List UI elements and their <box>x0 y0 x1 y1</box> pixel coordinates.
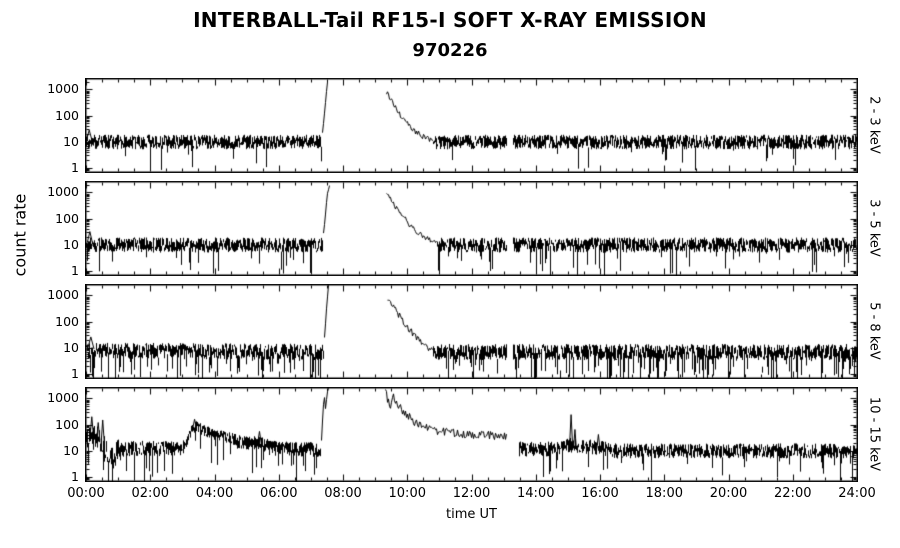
x-tick-label: 02:00 <box>131 486 169 501</box>
y-tick-label: 100 <box>55 107 79 123</box>
y-tick-label: 100 <box>55 416 79 432</box>
y-tick-label: 1000 <box>47 81 79 97</box>
trace-canvas <box>85 78 858 173</box>
y-tick-label: 10 <box>63 339 79 355</box>
x-axis-title: time UT <box>446 507 497 522</box>
energy-band-label: 5 - 8 keV <box>866 302 882 360</box>
y-tick-label: 1 <box>71 365 79 381</box>
x-tick-label: 14:00 <box>517 486 555 501</box>
x-tick-label: 22:00 <box>774 486 812 501</box>
x-tick-label: 18:00 <box>645 486 683 501</box>
trace-canvas <box>85 284 858 379</box>
x-tick-label: 12:00 <box>452 486 491 501</box>
panel-2-3-kev <box>85 78 858 173</box>
y-tick-label: 1000 <box>47 287 79 303</box>
trace-canvas <box>85 387 858 482</box>
x-tick-label: 08:00 <box>324 486 362 501</box>
energy-band-label: 10 - 15 keV <box>866 396 882 472</box>
y-tick-label: 10 <box>63 133 79 149</box>
panel-5-8-kev <box>85 284 858 379</box>
trace-canvas <box>85 181 858 276</box>
panel-10-15-kev <box>85 387 858 482</box>
plot-title: INTERBALL-Tail RF15-I SOFT X-RAY EMISSIO… <box>193 8 707 32</box>
energy-band-label: 3 - 5 keV <box>866 199 882 257</box>
y-tick-label: 1 <box>71 159 79 175</box>
y-tick-label: 10 <box>63 236 79 252</box>
y-tick-label: 100 <box>55 210 79 226</box>
x-tick-label: 00:00 <box>67 486 105 501</box>
y-tick-label: 1 <box>71 468 79 484</box>
y-tick-label: 1000 <box>47 390 79 406</box>
energy-band-label: 2 - 3 keV <box>866 96 882 154</box>
x-tick-label: 20:00 <box>709 486 748 501</box>
panel-3-5-kev <box>85 181 858 276</box>
y-axis-title: count rate <box>10 193 30 277</box>
x-tick-label: 10:00 <box>388 486 426 501</box>
y-tick-label: 10 <box>63 442 79 458</box>
y-tick-label: 1 <box>71 262 79 278</box>
x-tick-label: 06:00 <box>260 486 298 501</box>
plot-date: 970226 <box>412 40 488 61</box>
x-tick-label: 16:00 <box>581 486 619 501</box>
y-tick-label: 1000 <box>47 184 79 200</box>
x-tick-label: 24:00 <box>838 486 876 501</box>
x-tick-label: 04:00 <box>195 486 234 501</box>
y-tick-label: 100 <box>55 313 79 329</box>
